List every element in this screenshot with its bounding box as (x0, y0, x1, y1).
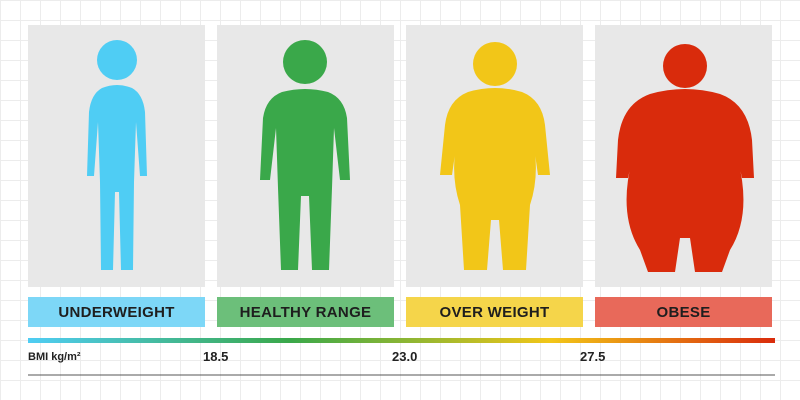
category-label: HEALTHY RANGE (217, 297, 394, 327)
obese-figure (616, 44, 754, 272)
category-label: OBESE (595, 297, 772, 327)
threshold: 23.0 (392, 349, 418, 364)
scale-bar (28, 338, 775, 343)
category-label: OVER WEIGHT (406, 297, 583, 327)
underweight-figure (87, 40, 147, 270)
category-label: UNDERWEIGHT (28, 297, 205, 327)
scale-label: BMI kg/m² (28, 351, 81, 363)
healthy-figure (260, 40, 350, 270)
threshold: 18.5 (203, 349, 229, 364)
overweight-figure (440, 42, 550, 270)
threshold: 27.5 (580, 349, 606, 364)
